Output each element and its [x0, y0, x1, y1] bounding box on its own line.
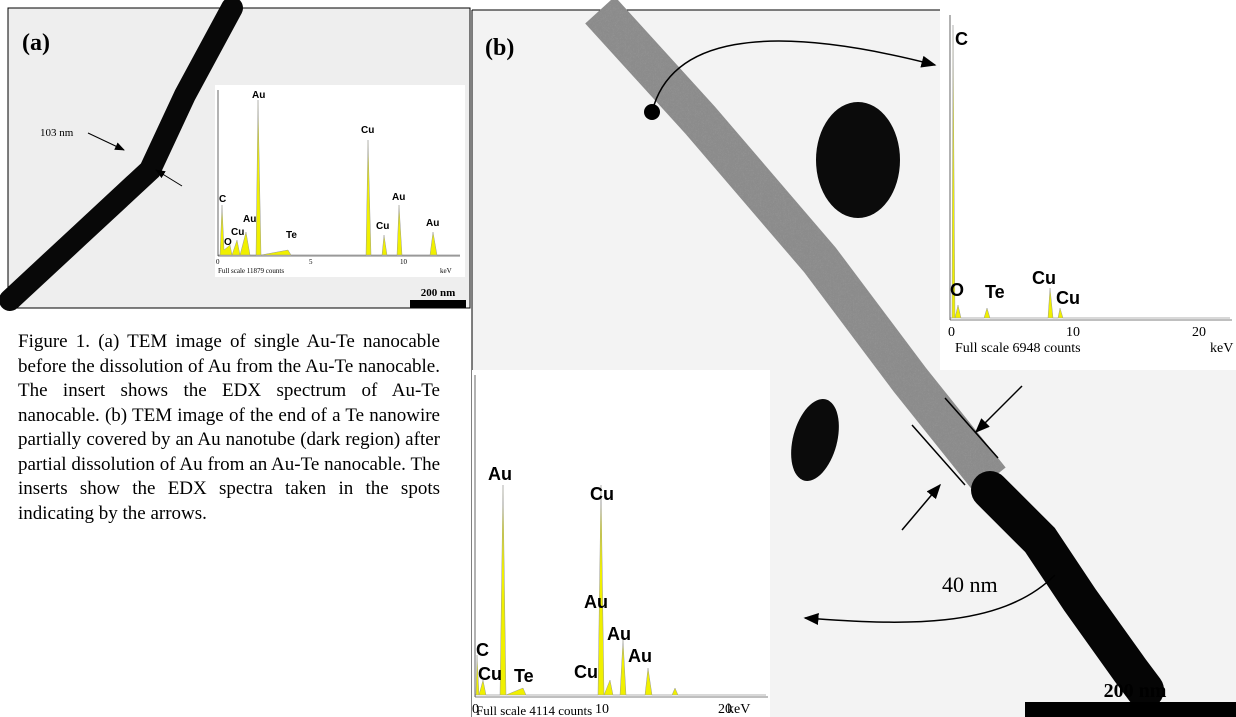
- peak-label: Cu: [1032, 268, 1056, 288]
- arrow: [901, 483, 941, 531]
- peak-label: Te: [286, 230, 297, 241]
- peak-labels: Au Cu C Cu Au O Te Cu Au Au: [219, 90, 439, 248]
- peak-label: Te: [985, 282, 1005, 302]
- peak-label: Cu: [574, 662, 598, 682]
- measure-line: [944, 397, 999, 459]
- caption: Figure 1. (a) TEM image of single Au-Te …: [18, 331, 440, 524]
- peak-labels: Au Cu Au Au Au C Cu Cu Te: [476, 464, 652, 686]
- peak-label: C: [219, 194, 226, 205]
- arrow: [651, 40, 937, 113]
- panel-label: (a): [22, 30, 50, 56]
- scale-label: 200 nm: [421, 287, 456, 299]
- tick-label: 10: [1066, 325, 1080, 340]
- axis-labels: 0 10 20 Full scale 4114 counts keV: [472, 702, 750, 717]
- peak-labels: C O Te Cu Cu: [950, 29, 1080, 308]
- peak-label: Cu: [376, 221, 389, 232]
- peak-label: Au: [584, 592, 608, 612]
- axis-labels: 0 10 20 Full scale 6948 counts keV: [948, 325, 1233, 356]
- peak-label: C: [955, 29, 968, 49]
- peak-label: Au: [426, 218, 439, 229]
- particle: [816, 102, 900, 218]
- panel-label: (b): [485, 35, 514, 61]
- unit-label: keV: [440, 267, 452, 275]
- unit-label: keV: [1210, 341, 1233, 356]
- spectrum-inset: [472, 370, 770, 717]
- peak-label: Au: [243, 214, 256, 225]
- spectrum: [475, 484, 766, 696]
- peak-label: Au: [628, 646, 652, 666]
- unit-label: keV: [727, 702, 750, 717]
- measure-line: [911, 424, 966, 486]
- peak-label: Cu: [1056, 288, 1080, 308]
- scale-label: 200 nm: [1104, 680, 1167, 702]
- arrow: [803, 574, 1056, 625]
- scale-bar: [410, 300, 466, 308]
- peak-label: Au: [488, 464, 512, 484]
- tick-label: 0: [948, 325, 955, 340]
- arrow: [974, 385, 1023, 434]
- panel-b: (b) 40 nm C O Te Cu Cu 0 10 20 Full scal…: [471, 0, 1236, 717]
- peak-label: Te: [514, 666, 534, 686]
- peak-label: Au: [252, 90, 265, 101]
- axis-labels: 0 5 10 Full scale 11879 counts keV: [216, 258, 452, 275]
- peak-label: Cu: [231, 227, 244, 238]
- peak-label: Au: [607, 624, 631, 644]
- peak-label: Cu: [478, 664, 502, 684]
- measure-label: 40 nm: [942, 572, 998, 597]
- tick-label: 0: [216, 258, 220, 266]
- arrow: [87, 132, 125, 151]
- tick-label: 10: [595, 702, 609, 717]
- scale-bar: [1025, 702, 1236, 717]
- measure-label: 103 nm: [40, 127, 74, 139]
- spectrum: [950, 24, 1230, 319]
- spectrum-inset: [215, 85, 465, 277]
- arrow: [155, 169, 183, 187]
- peak-label: Cu: [590, 484, 614, 504]
- tick-label: 20: [1192, 325, 1206, 340]
- spectrum-inset: [940, 10, 1236, 370]
- peak-label: C: [476, 640, 489, 660]
- spectrum-footer: Full scale 4114 counts: [476, 703, 592, 717]
- particle: [791, 399, 839, 481]
- nanowire-texture: [585, 0, 1006, 493]
- tick-label: 5: [309, 258, 313, 266]
- peak-label: O: [224, 237, 232, 248]
- spectrum-footer: Full scale 6948 counts: [955, 341, 1081, 356]
- peak-label: O: [950, 280, 964, 300]
- tick-label: 10: [400, 258, 408, 266]
- peak-label: Cu: [361, 125, 374, 136]
- peak-label: Au: [392, 192, 405, 203]
- spectrum: [218, 99, 460, 256]
- au-nanotube: [971, 471, 1164, 709]
- tick-label: 0: [472, 702, 479, 717]
- panel-a: (a) 103 nm Au Cu C Cu Au O Te Cu Au Au 0…: [0, 0, 471, 311]
- tick-label: 20: [718, 702, 732, 717]
- spectrum-footer: Full scale 11879 counts: [218, 267, 284, 275]
- nanocable: [0, 0, 243, 311]
